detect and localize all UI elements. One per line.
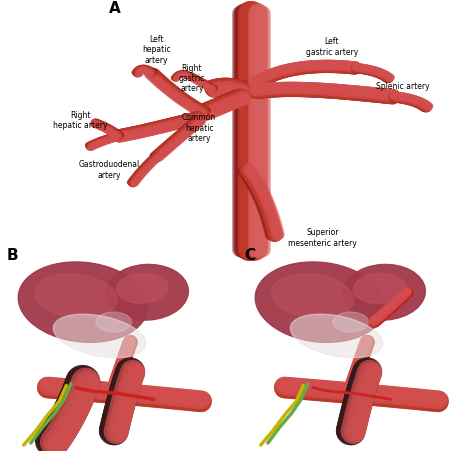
Ellipse shape (106, 264, 188, 320)
Ellipse shape (255, 262, 385, 342)
Text: Common
hepatic
artery: Common hepatic artery (182, 113, 216, 143)
Ellipse shape (272, 274, 354, 318)
Ellipse shape (343, 264, 425, 320)
Ellipse shape (291, 314, 383, 358)
Text: Left
hepatic
artery: Left hepatic artery (142, 35, 171, 64)
Ellipse shape (333, 312, 368, 332)
Text: Right
gastric
artery: Right gastric artery (179, 64, 205, 93)
Text: A: A (109, 1, 121, 16)
Text: Right
hepatic artery: Right hepatic artery (54, 110, 108, 130)
Ellipse shape (353, 273, 405, 303)
Text: C: C (244, 249, 255, 263)
Ellipse shape (116, 273, 168, 303)
Text: B: B (7, 249, 19, 263)
Ellipse shape (18, 262, 148, 342)
Text: Gastroduodenal
artery: Gastroduodenal artery (78, 160, 140, 180)
Ellipse shape (96, 312, 131, 332)
Text: Superior
mesenteric artery: Superior mesenteric artery (288, 228, 357, 248)
Text: Splenic artery: Splenic artery (376, 82, 430, 91)
Ellipse shape (35, 274, 117, 318)
Text: Left
gastric artery: Left gastric artery (306, 37, 358, 57)
Ellipse shape (54, 314, 146, 358)
